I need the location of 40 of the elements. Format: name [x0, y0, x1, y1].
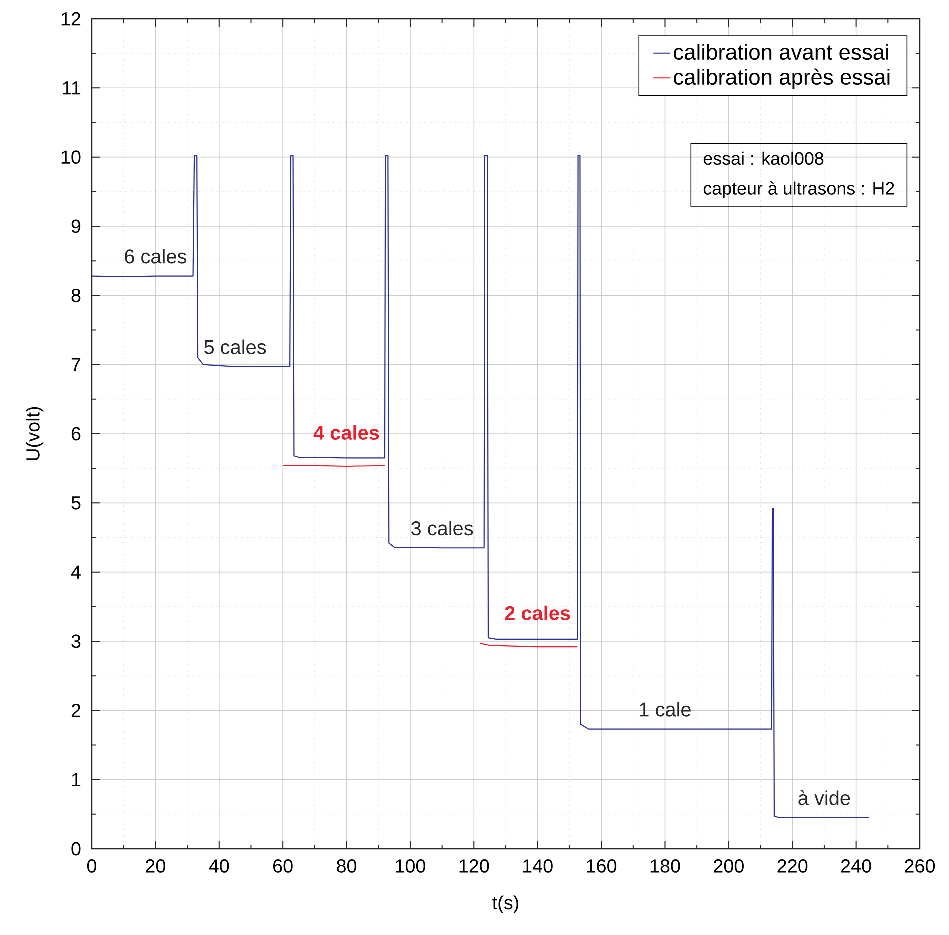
- x-tick-label: 100: [396, 860, 426, 873]
- annotation: 3 cales: [412, 520, 474, 536]
- annotation: 1 cale: [640, 702, 691, 717]
- annotation: essai : kaol008: [704, 152, 824, 166]
- y-tick-label: 4: [71, 566, 81, 579]
- annotation: à vide: [798, 790, 850, 806]
- x-tick-label: 180: [650, 860, 680, 873]
- y-tick-label: 8: [72, 288, 81, 302]
- y-tick-label: 9: [72, 220, 81, 234]
- x-tick-label: 0: [87, 860, 97, 873]
- annotation: 2 cales: [505, 606, 570, 621]
- x-tick-label: 20: [146, 860, 166, 873]
- y-tick-label: 12: [62, 12, 81, 26]
- x-tick-label: 240: [841, 860, 872, 873]
- y-tick-label: 1: [72, 773, 81, 786]
- x-tick-label: 200: [714, 860, 744, 873]
- y-axis-title: U(volt): [26, 407, 44, 460]
- annotation: 5 cales: [204, 340, 266, 354]
- annotation: 4 cales: [314, 425, 380, 440]
- y-tick-label: 10: [62, 150, 81, 164]
- y-tick-label: 3: [72, 634, 81, 648]
- x-tick-label: 220: [778, 860, 808, 873]
- y-tick-label: 2: [72, 704, 81, 718]
- x-tick-label: 40: [209, 860, 230, 873]
- x-tick-label: 80: [337, 860, 357, 873]
- annotation: capteur à ultrasons : H2: [704, 182, 894, 198]
- y-tick-label: 0: [72, 842, 81, 856]
- x-tick-label: 160: [587, 860, 617, 873]
- legend-label: calibration avant essai: [674, 44, 888, 60]
- legend-label: calibration après essai: [674, 68, 890, 90]
- y-tick-label: 7: [72, 358, 81, 372]
- x-tick-label: 140: [523, 860, 553, 873]
- y-tick-label: 5: [72, 496, 81, 510]
- y-tick-label: 6: [72, 427, 81, 441]
- y-tick-label: 11: [63, 82, 81, 95]
- x-tick-label: 120: [460, 860, 490, 873]
- x-axis-title: t(s): [492, 896, 518, 914]
- x-tick-label: 260: [905, 860, 936, 873]
- x-tick-label: 60: [274, 860, 293, 873]
- annotation: 6 cales: [125, 249, 186, 264]
